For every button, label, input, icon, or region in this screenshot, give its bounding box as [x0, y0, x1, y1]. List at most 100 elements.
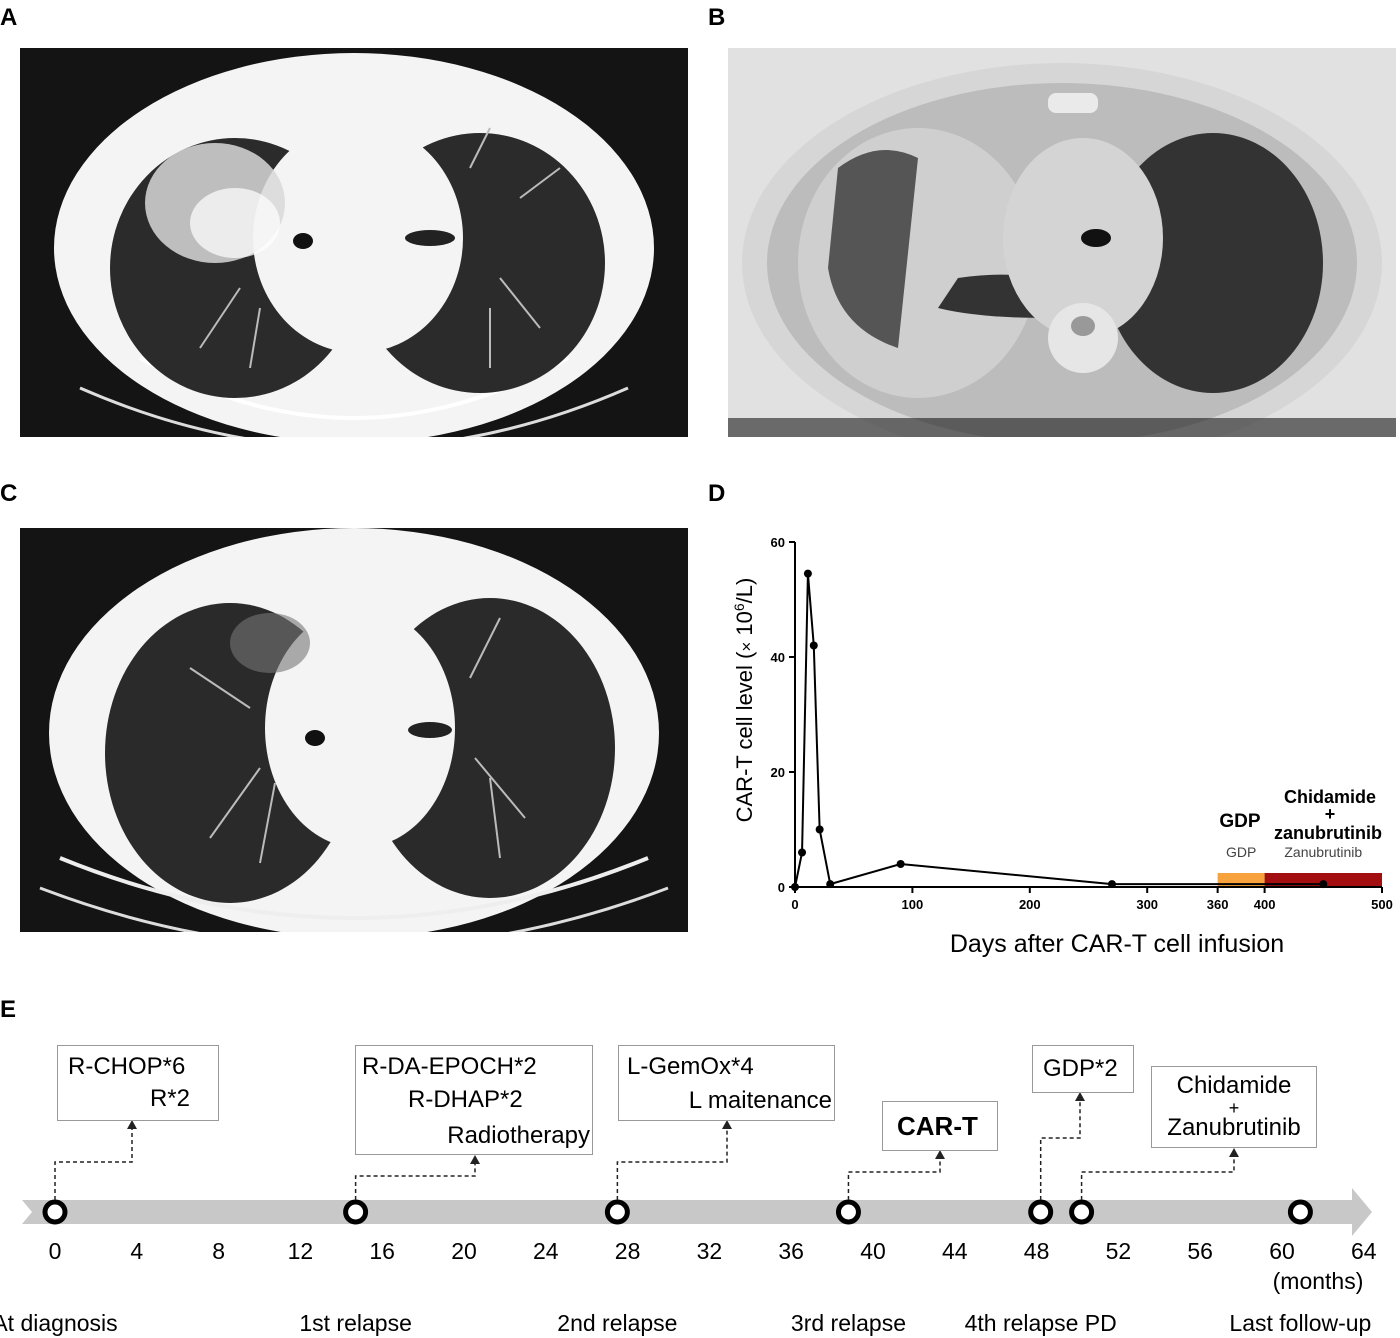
timeline-tick-4: 4 — [130, 1238, 144, 1264]
y-tick-label-2: 40 — [771, 650, 785, 665]
ct-scan-c — [20, 528, 688, 932]
band-label-0: GDP — [1226, 844, 1256, 860]
box-rda-line2: R-DHAP*2 — [408, 1086, 523, 1113]
data-point-5 — [826, 880, 835, 889]
y-tick-label-3: 60 — [771, 535, 785, 550]
x-tick-label-2: 200 — [1019, 897, 1041, 912]
x-tick-label-0: 0 — [791, 897, 798, 912]
annotation-gdp-bold: GDP — [1219, 811, 1261, 832]
annotation-plus: + — [1325, 804, 1336, 824]
timeline-tick-28: 28 — [614, 1238, 641, 1264]
connector-4 — [1039, 1100, 1081, 1200]
data-point-6 — [896, 860, 905, 868]
annotation-chidamide: Chidamide — [1284, 787, 1376, 807]
data-point-1 — [798, 848, 807, 857]
data-point-4 — [815, 825, 824, 834]
connector-arrowhead-3 — [935, 1150, 945, 1159]
data-point-7 — [1107, 880, 1116, 889]
box-rda-line3: Radiotherapy — [447, 1122, 590, 1149]
x-tick-label-4: 360 — [1207, 897, 1229, 912]
x-tick-label-3: 300 — [1136, 897, 1158, 912]
panel-letter-d: D — [708, 480, 726, 507]
timeline-unit: (months) — [1272, 1268, 1364, 1294]
timeline-tick-40: 40 — [860, 1238, 886, 1264]
box-chid-line2: + — [1228, 1098, 1240, 1118]
timeline-tick-44: 44 — [942, 1238, 968, 1264]
box-gdp: GDP*2 — [1032, 1045, 1134, 1093]
event-marker-5 — [1287, 1199, 1313, 1225]
event-label-2: 2nd relapse — [557, 1310, 678, 1336]
timeline-tick-12: 12 — [287, 1238, 314, 1264]
y-tick-label-1: 20 — [771, 765, 785, 780]
box-cart-line1: CAR-T — [897, 1111, 978, 1141]
connector-3 — [847, 1158, 941, 1200]
connector-arrowhead-1 — [470, 1155, 480, 1164]
timeline-tick-16: 16 — [369, 1238, 395, 1264]
timeline-tick-20: 20 — [451, 1238, 477, 1264]
box-chid-line3: Zanubrutinib — [1167, 1114, 1301, 1141]
data-point-2 — [803, 569, 812, 578]
connector-5 — [1080, 1156, 1235, 1200]
panel-letter-e: E — [0, 996, 17, 1023]
timeline-tick-64: 64 — [1351, 1238, 1377, 1264]
timeline-tick-48: 48 — [1023, 1238, 1050, 1264]
connector-arrowhead-4 — [1075, 1092, 1085, 1101]
box-rchop: R-CHOP*6 R*2 — [57, 1045, 219, 1121]
connector-2 — [616, 1128, 728, 1200]
timeline-tick-8: 8 — [212, 1238, 225, 1264]
timeline-tick-60: 60 — [1269, 1238, 1295, 1264]
box-lgem-line1: L-GemOx*4 — [627, 1053, 754, 1080]
timeline-tick-52: 52 — [1105, 1238, 1132, 1264]
timeline-tick-32: 32 — [696, 1238, 723, 1264]
ct-scan-a — [20, 48, 688, 437]
data-point-8 — [1319, 880, 1328, 889]
box-cart: CAR-T — [882, 1101, 998, 1151]
event-marker-0 — [42, 1199, 68, 1225]
treatment-timeline — [22, 1092, 1372, 1236]
data-point-0 — [791, 883, 799, 891]
panel-letter-a: A — [0, 4, 18, 31]
event-label-1: 1st relapse — [299, 1310, 412, 1336]
data-point-3 — [809, 641, 818, 650]
panel-letter-b: B — [708, 4, 726, 31]
event-marker-2 — [604, 1199, 630, 1225]
x-tick-label-1: 100 — [902, 897, 924, 912]
event-marker-4 — [1028, 1199, 1054, 1225]
event-marker-extra — [1069, 1199, 1095, 1225]
annotation-zanubrutinib: zanubrutinib — [1274, 823, 1382, 843]
connector-1 — [354, 1163, 476, 1200]
car-t-level-chart: GDP Zanubrutinib 0 20 40 60 0 100 200 300 360 400 50… — [731, 535, 1393, 958]
event-label-5: Last follow-up — [1229, 1310, 1372, 1336]
connector-arrowhead-5 — [1229, 1148, 1239, 1157]
timeline-tick-0: 0 — [48, 1238, 62, 1264]
event-label-0: At diagnosis — [0, 1310, 118, 1336]
timeline-tick-24: 24 — [533, 1238, 559, 1264]
connector-arrowhead-2 — [722, 1120, 732, 1129]
timeline-tick-36: 36 — [778, 1238, 804, 1264]
connector-arrowhead-0 — [127, 1120, 137, 1129]
event-marker-1 — [343, 1199, 369, 1225]
y-tick-label-0: 0 — [778, 880, 785, 895]
chart-y-label: CAR-T cell level (× 106/L) — [731, 578, 757, 823]
box-lgemox: L-GemOx*4 L maitenance — [618, 1045, 835, 1121]
connector-0 — [54, 1128, 133, 1200]
x-tick-label-5: 400 — [1254, 897, 1276, 912]
box-rda-epoch: R-DA-EPOCH*2 R-DHAP*2 Radiotherapy — [355, 1045, 593, 1155]
box-rchop-line2: R*2 — [149, 1085, 190, 1112]
timeline-tick-56: 56 — [1187, 1238, 1213, 1264]
box-lgem-line2: L maitenance — [688, 1087, 832, 1114]
panel-letter-c: C — [0, 480, 18, 507]
band-label-1: Zanubrutinib — [1284, 844, 1362, 860]
box-chidamide: Chidamide + Zanubrutinib — [1151, 1066, 1317, 1148]
box-rda-line1: R-DA-EPOCH*2 — [362, 1053, 537, 1080]
ct-scan-b — [728, 48, 1396, 437]
box-rchop-line1: R-CHOP*6 — [68, 1053, 186, 1080]
series-line-0 — [794, 573, 1324, 888]
x-tick-label-6: 500 — [1371, 897, 1393, 912]
box-chid-line1: Chidamide — [1176, 1072, 1292, 1099]
event-marker-3 — [835, 1199, 861, 1225]
event-label-3: 3rd relapse — [790, 1310, 906, 1336]
event-label-4: 4th relapse PD — [964, 1310, 1117, 1336]
timeline-arrow — [22, 1188, 1372, 1236]
box-gdp-line1: GDP*2 — [1043, 1055, 1118, 1082]
